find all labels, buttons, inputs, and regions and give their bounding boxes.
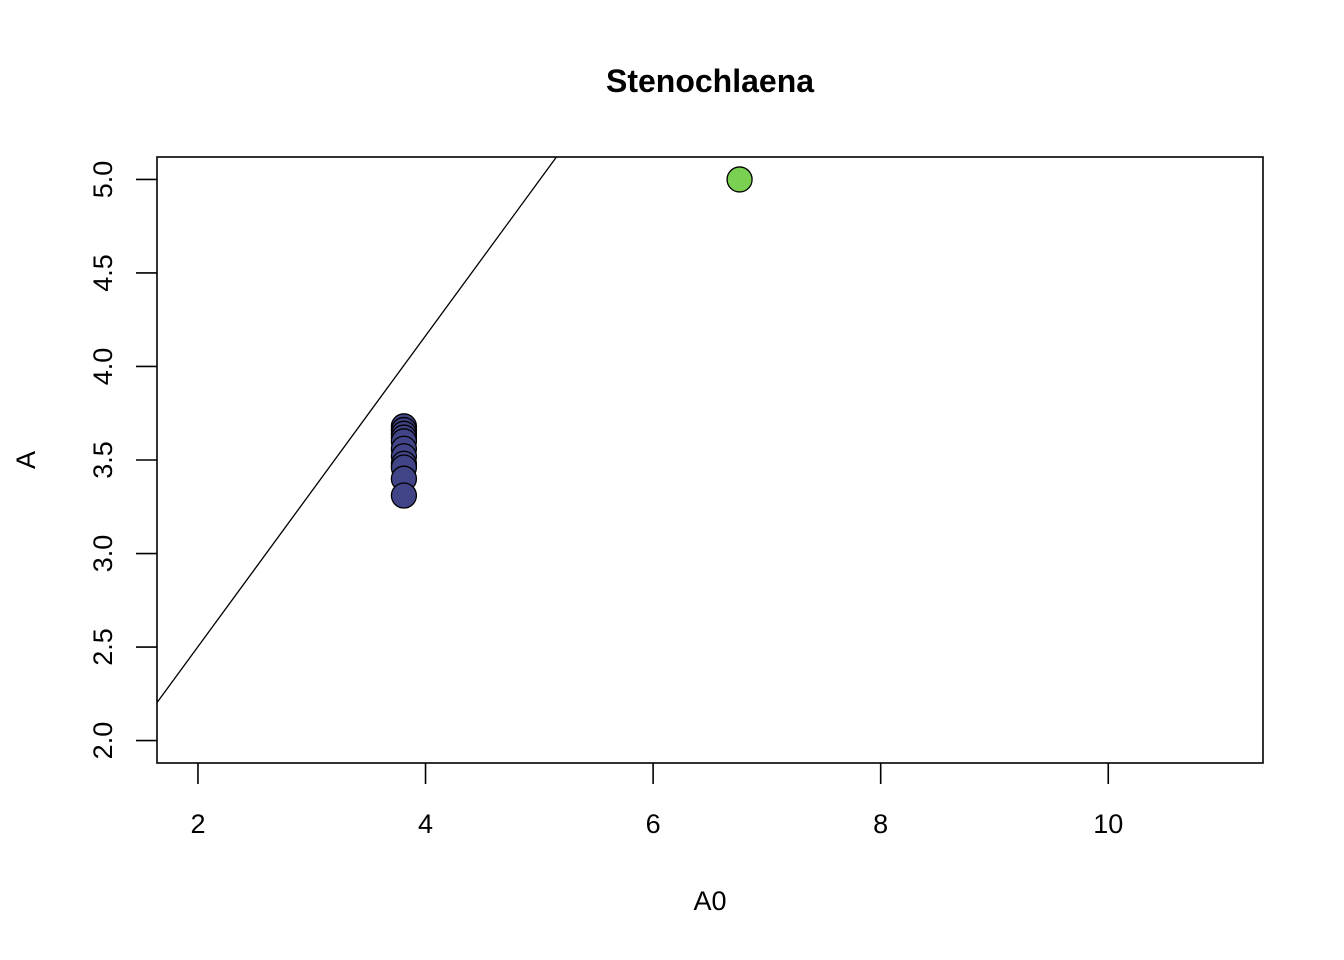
- y-tick-label: 3.5: [88, 441, 118, 479]
- reference-line: [157, 157, 558, 704]
- x-tick-label: 10: [1093, 809, 1123, 839]
- y-tick-label: 3.0: [88, 535, 118, 573]
- y-axis-title: A: [11, 451, 41, 469]
- x-axis-title: A0: [693, 886, 726, 916]
- x-tick-label: 6: [646, 809, 661, 839]
- x-tick-label: 4: [418, 809, 433, 839]
- x-tick-label: 2: [190, 809, 205, 839]
- plot-frame: [156, 156, 1264, 764]
- y-tick-label: 2.0: [88, 722, 118, 760]
- y-tick-label: 5.0: [88, 161, 118, 199]
- data-point: [390, 482, 418, 509]
- y-tick-label: 4.0: [88, 348, 118, 386]
- y-tick-label: 4.5: [88, 254, 118, 292]
- x-axis: 2 4 6 8 10: [190, 763, 1123, 839]
- reference-line-group: [157, 157, 558, 704]
- data-point: [726, 166, 753, 193]
- y-tick-label: 2.5: [88, 628, 118, 666]
- x-tick-label: 8: [873, 809, 888, 839]
- data-points: [390, 166, 753, 509]
- plot-title: Stenochlaena: [606, 63, 814, 99]
- y-axis: 2.0 2.5 3.0 3.5 4.0 4.5 5.0: [88, 161, 157, 760]
